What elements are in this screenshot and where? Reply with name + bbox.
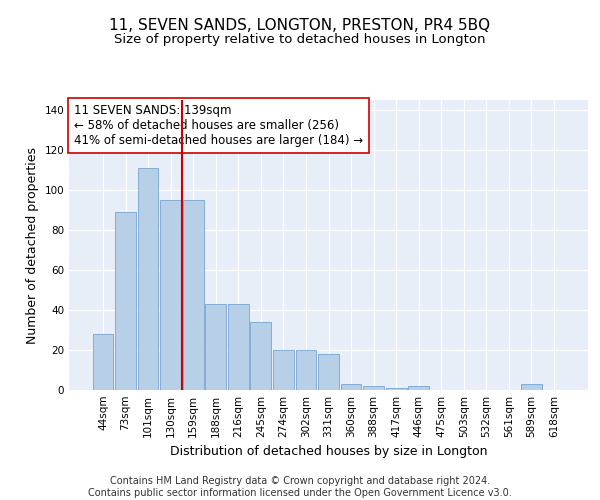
Bar	[160, 200, 181, 390]
Text: Size of property relative to detached houses in Longton: Size of property relative to detached ho…	[114, 32, 486, 46]
Bar	[341, 384, 361, 390]
Bar	[92, 334, 113, 390]
Y-axis label: Number of detached properties: Number of detached properties	[26, 146, 39, 344]
Bar	[318, 354, 339, 390]
Bar	[115, 212, 136, 390]
Bar	[205, 304, 226, 390]
Text: 11, SEVEN SANDS, LONGTON, PRESTON, PR4 5BQ: 11, SEVEN SANDS, LONGTON, PRESTON, PR4 5…	[109, 18, 491, 32]
Bar	[363, 386, 384, 390]
Bar	[386, 388, 407, 390]
Bar	[137, 168, 158, 390]
Bar	[250, 322, 271, 390]
Bar	[273, 350, 294, 390]
Bar	[521, 384, 542, 390]
Bar	[183, 200, 203, 390]
X-axis label: Distribution of detached houses by size in Longton: Distribution of detached houses by size …	[170, 446, 487, 458]
Bar	[409, 386, 429, 390]
Text: 11 SEVEN SANDS: 139sqm
← 58% of detached houses are smaller (256)
41% of semi-de: 11 SEVEN SANDS: 139sqm ← 58% of detached…	[74, 104, 364, 148]
Bar	[296, 350, 316, 390]
Text: Contains HM Land Registry data © Crown copyright and database right 2024.
Contai: Contains HM Land Registry data © Crown c…	[88, 476, 512, 498]
Bar	[228, 304, 248, 390]
